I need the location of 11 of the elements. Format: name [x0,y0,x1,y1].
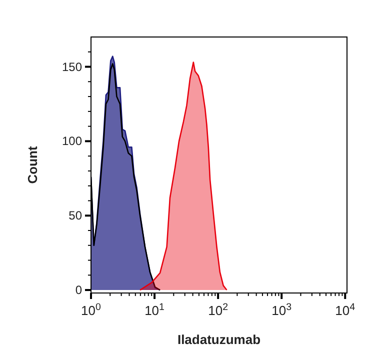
x-tick-label: 10$^{1}$ [144,302,164,318]
x-tick-label: 10$^{3}$ [272,302,292,318]
x-tick-label: 10$^{4}$ [335,302,356,318]
y-axis-title: Count [25,146,40,184]
x-axis-title: Iladatuzumab [177,332,261,347]
x-tick-label: 10$^{2}$ [208,302,228,318]
y-tick-label: 100 [62,134,82,148]
x-tick-label: 10$^{0}$ [81,302,102,318]
y-tick-label: 0 [75,283,82,298]
y-tick-label: 50 [68,208,82,223]
y-tick-label: 150 [62,60,82,74]
